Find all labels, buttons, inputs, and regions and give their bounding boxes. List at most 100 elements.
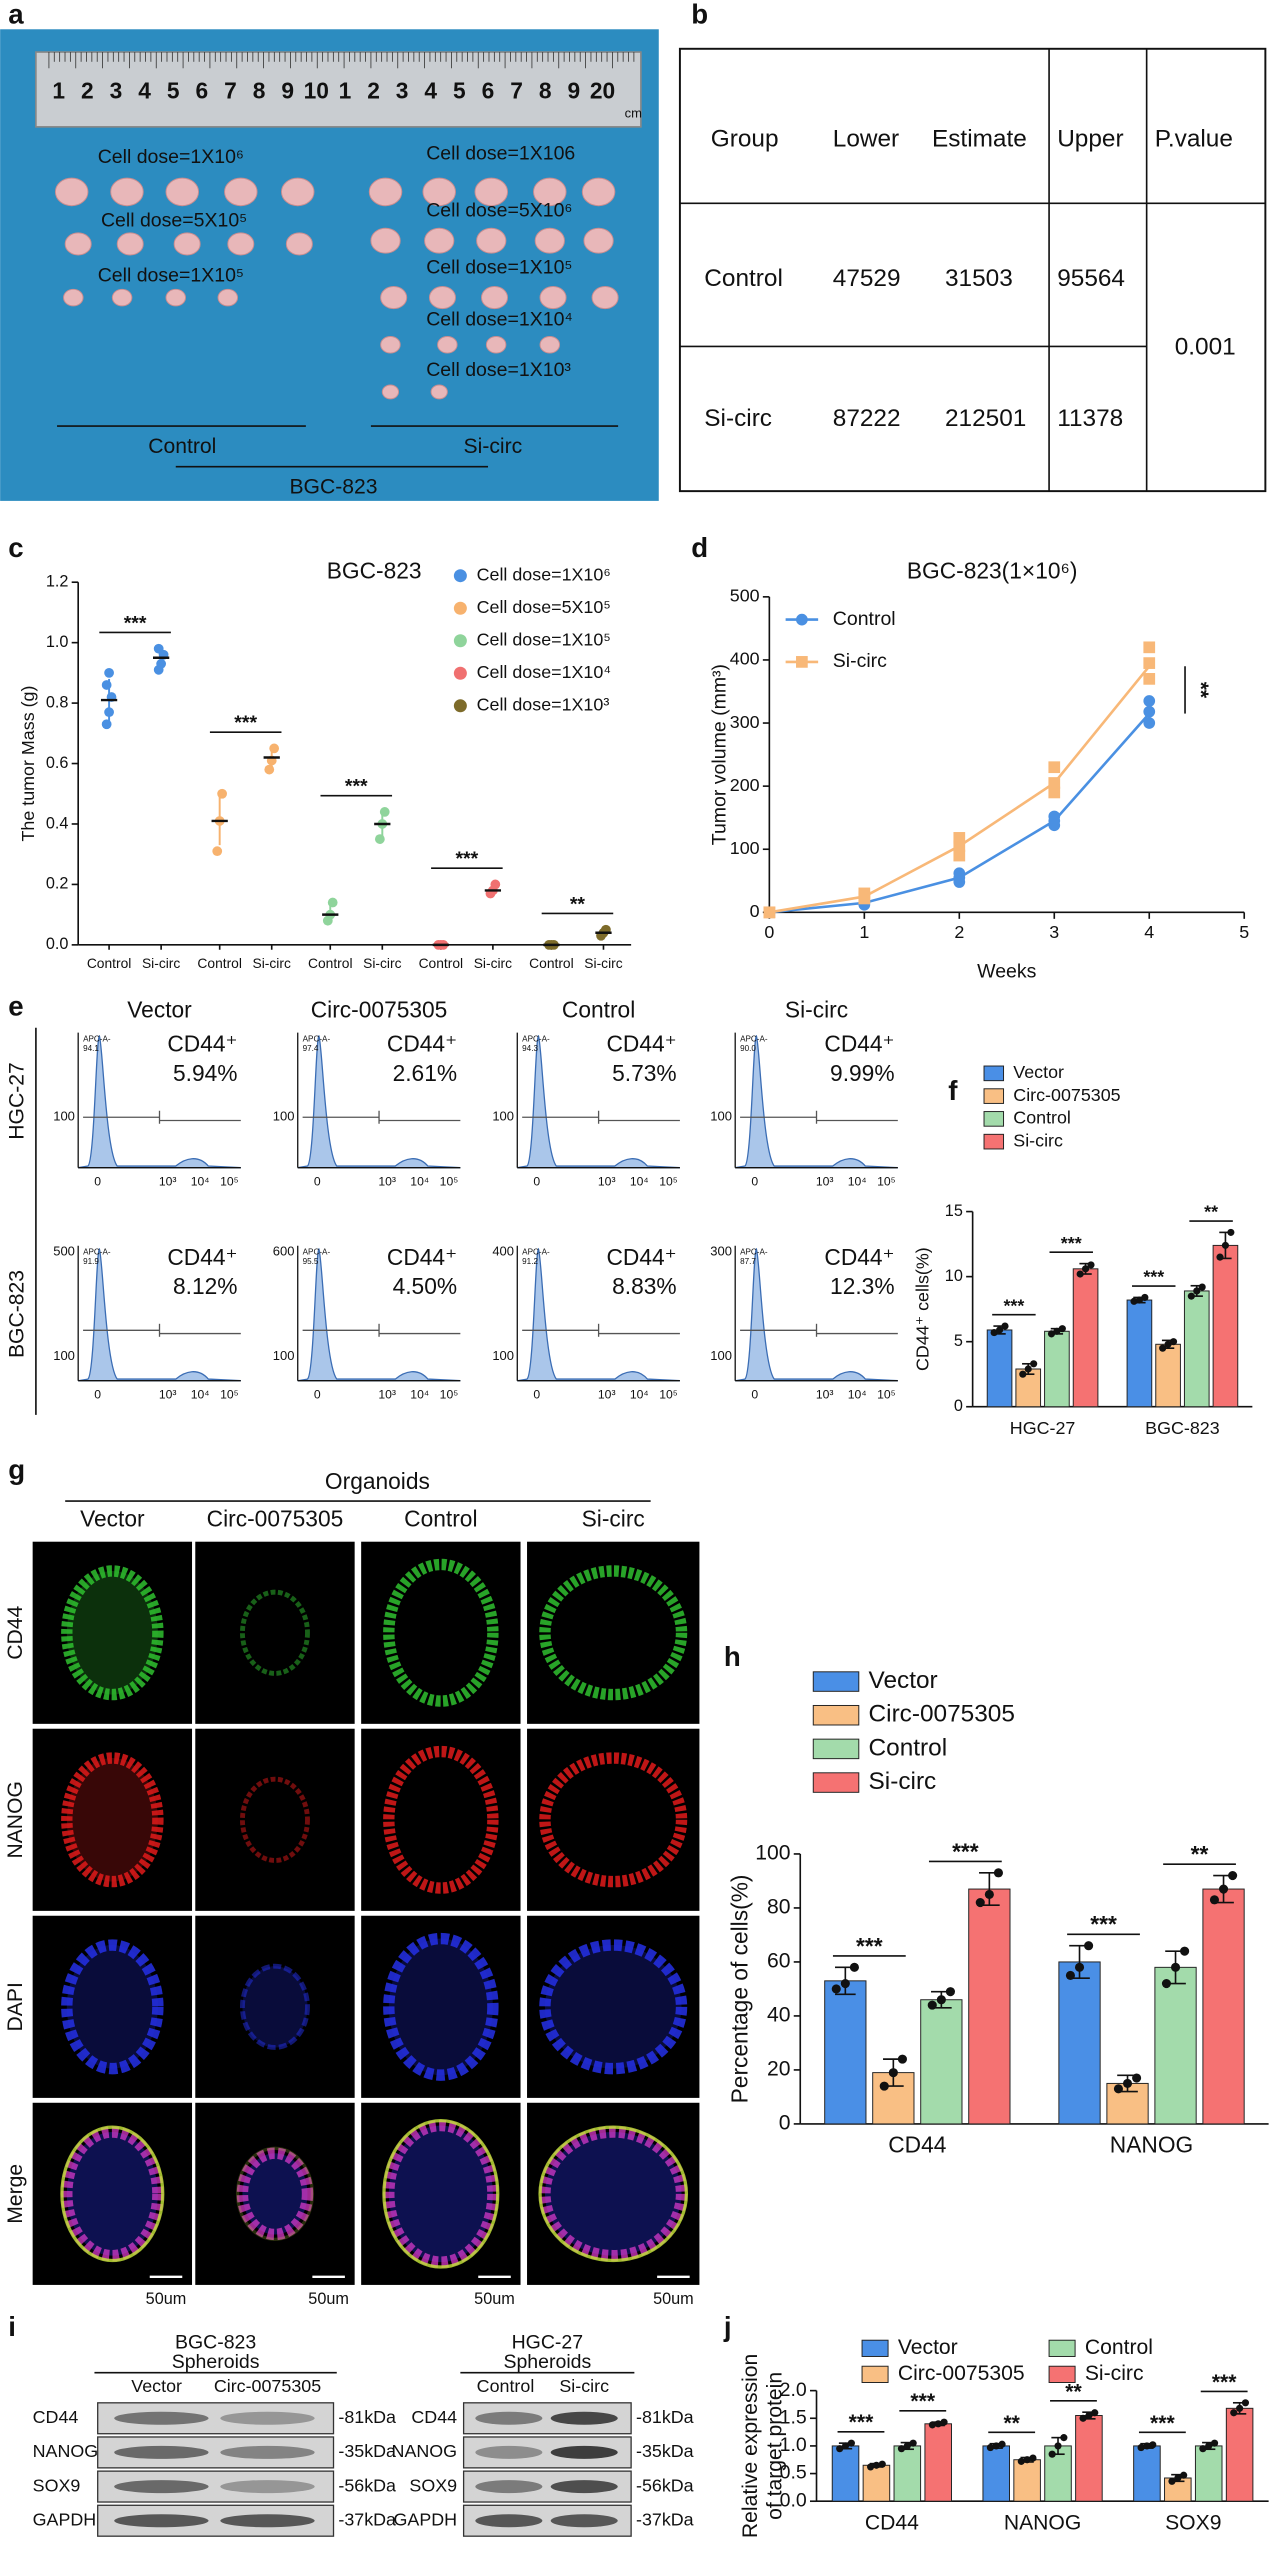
data-point — [936, 1995, 946, 2005]
table-header: P.value — [1155, 125, 1233, 152]
blot-band — [550, 2480, 618, 2494]
y-tick-label: 200 — [730, 775, 760, 795]
panel-label: a — [8, 0, 24, 30]
tumor — [539, 286, 567, 310]
blot-band — [114, 2514, 209, 2528]
tumor — [368, 177, 403, 207]
data-point — [1048, 777, 1061, 789]
x-tick-label: 10⁵ — [440, 1388, 459, 1402]
data-point — [897, 2054, 907, 2064]
gate-label: APC-A- — [83, 1034, 111, 1043]
y-tick-label: 100 — [755, 1842, 790, 1865]
legend-label: Cell dose=1X10⁴ — [477, 662, 611, 682]
protein-label: NANOG — [33, 2441, 99, 2461]
legend-swatch — [983, 1111, 1005, 1127]
data-point — [1087, 1261, 1095, 1269]
x-tick-label: 0 — [94, 1388, 101, 1402]
x-tick-label: Control — [308, 955, 353, 971]
data-point — [879, 2081, 889, 2091]
y-tick-label: 1.0 — [780, 2434, 807, 2456]
legend-label: Control — [1085, 2336, 1153, 2359]
organoid-signal — [61, 1752, 164, 1888]
data-point — [1079, 2414, 1087, 2422]
ruler-number: 20 — [590, 78, 615, 104]
x-tick-label: 10⁴ — [630, 1388, 649, 1402]
micrograph — [195, 2102, 355, 2285]
histogram — [78, 1247, 241, 1382]
histogram — [297, 1247, 461, 1382]
y-tick-label: 100 — [273, 1348, 295, 1363]
tumor — [110, 177, 144, 207]
x-tick-label: 0 — [751, 1175, 758, 1189]
blot-band — [114, 2445, 209, 2459]
ruler-unit: cm — [625, 105, 642, 120]
data-point — [1048, 786, 1061, 799]
tumor — [381, 384, 400, 400]
data-point — [928, 2421, 936, 2429]
legend-marker — [796, 613, 808, 626]
significance-label: ** — [1065, 2380, 1082, 2403]
data-point — [1122, 2078, 1133, 2088]
bar — [893, 2445, 922, 2502]
ruler-number: 1 — [52, 78, 65, 104]
bar — [1058, 1961, 1101, 2125]
column-header: Circ-0075305 — [207, 1506, 344, 1532]
data-point — [878, 2460, 886, 2468]
ruler-number: 6 — [195, 78, 208, 104]
data-point — [1193, 1287, 1201, 1295]
y-tick-label: 100 — [492, 1348, 514, 1363]
bar — [1155, 1343, 1181, 1408]
legend-swatch — [983, 1065, 1005, 1082]
data-point — [1209, 1895, 1220, 1905]
significance-label: ** — [1003, 2412, 1020, 2435]
dose-label: Cell dose=1X106 — [426, 143, 575, 165]
data-point — [264, 764, 275, 775]
size-label: -81kDa — [338, 2407, 396, 2427]
ruler-number: 1 — [339, 78, 352, 104]
significance-label: *** — [1003, 1295, 1024, 1315]
gate-label: APC-A- — [303, 1247, 331, 1256]
x-tick-label: 10⁵ — [220, 1175, 239, 1189]
gate-value: 97.4 — [303, 1044, 319, 1053]
ruler-number: 3 — [396, 78, 409, 104]
legend-swatch — [861, 2365, 889, 2383]
legend-swatch — [1048, 2365, 1076, 2383]
x-tick-label: 10³ — [378, 1388, 396, 1402]
dose-label: Cell dose=1X10⁵ — [426, 256, 572, 278]
lane-label: Vector — [131, 2376, 182, 2396]
tumor — [280, 177, 315, 207]
column-header: Control — [404, 1506, 477, 1532]
y-tick-label: 100 — [53, 1348, 75, 1363]
x-tick-label: BGC-823 — [1145, 1418, 1220, 1438]
data-point — [1058, 1325, 1066, 1333]
x-tick-label: 10⁵ — [877, 1175, 896, 1189]
data-point — [1230, 2409, 1238, 2417]
x-tick-label: 10⁴ — [410, 1175, 429, 1189]
data-point — [945, 1987, 955, 1997]
data-point — [1180, 2471, 1188, 2479]
protein-label: GAPDH — [33, 2509, 97, 2529]
table-cell: 95564 — [1057, 265, 1125, 292]
data-point — [1241, 2399, 1250, 2407]
legend-swatch — [983, 1133, 1005, 1150]
data-point — [1130, 1297, 1138, 1305]
x-tick-label: 10⁴ — [191, 1175, 210, 1189]
x-tick-label: SOX9 — [1165, 2512, 1221, 2535]
marker-label: CD44⁺ — [606, 1031, 676, 1057]
data-point — [1149, 2441, 1157, 2449]
tumor — [481, 286, 509, 310]
data-point — [101, 680, 112, 690]
data-point — [1048, 2450, 1056, 2458]
significance-label: *** — [455, 848, 478, 870]
data-point — [872, 2461, 880, 2469]
ruler-number: 7 — [224, 78, 237, 104]
data-point — [374, 834, 385, 844]
legend-label: Si-circ — [833, 650, 887, 672]
y-tick-label: 5 — [954, 1332, 963, 1350]
data-point — [327, 897, 338, 908]
x-tick-label: 10³ — [378, 1175, 396, 1189]
legend-swatch — [812, 1704, 860, 1726]
micrograph — [527, 1541, 700, 1724]
y-tick-label: 0.0 — [780, 2489, 807, 2511]
